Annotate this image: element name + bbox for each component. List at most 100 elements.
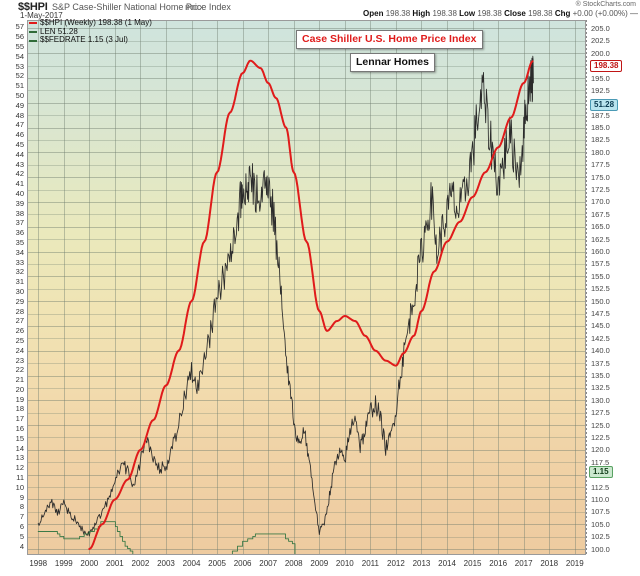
gridline-h	[28, 177, 585, 178]
vertical-gridlines	[28, 21, 585, 554]
x-axis-year-tick: 2001	[105, 559, 124, 568]
legend-entry[interactable]: $$FEDRATE 1.15 (3 Jul)	[29, 35, 152, 45]
gridline-h	[28, 437, 585, 438]
right-axis-tick: 127.5	[591, 408, 610, 418]
x-axis-year-tick: 2008	[284, 559, 303, 568]
date-axis: 1998 1999 2000 2001 2002 2003 2004 2005 2006 2007…	[27, 555, 586, 576]
gridline-h	[28, 450, 585, 451]
symbol-description: S&P Case-Shiller National Home Price Ind…	[52, 2, 231, 12]
chart-header: $$HPI S&P Case-Shiller National Home Pri…	[0, 0, 640, 20]
right-axis-tick: 177.5	[591, 160, 610, 170]
right-axis-tick: 112.5	[591, 482, 610, 492]
right-axis-tick: 135.0	[591, 371, 610, 380]
right-axis-tick: 182.5	[591, 135, 610, 145]
left-axis-tick: 21	[15, 375, 24, 385]
left-axis-tick: 28	[15, 306, 24, 316]
right-axis-tick: 102.5	[591, 532, 610, 542]
open-value: 198.38	[385, 9, 411, 18]
left-axis-tick: 20	[15, 384, 24, 394]
right-axis-tick: 165.0	[591, 222, 610, 232]
gridline-h	[28, 413, 585, 414]
gridline-h	[28, 227, 585, 228]
left-axis-tick: 30	[15, 286, 24, 296]
left-axis-tick: 18	[15, 404, 24, 414]
gridline-h	[28, 103, 585, 104]
close-value: 198.38	[528, 9, 553, 18]
price-flag-hpi: 198.38	[590, 60, 623, 72]
annotation-case-shiller[interactable]: Case Shiller U.S. Home Price Index	[296, 30, 483, 49]
series-legend: $$HPI (Weekly) 198.38 (1 May) LEN 51.28 $$…	[29, 18, 152, 45]
right-axis-tick: 200.0	[591, 48, 610, 58]
left-axis-tick: 17	[15, 414, 24, 424]
left-axis-tick: 36	[15, 228, 24, 238]
gridline-h	[28, 388, 585, 389]
gridline-v	[447, 21, 448, 554]
left-axis-tick: 4	[19, 541, 24, 551]
left-axis-tick: 48	[15, 110, 24, 120]
right-axis-tick: 170.0	[591, 197, 610, 207]
legend-entry[interactable]: $$HPI (Weekly) 198.38 (1 May)	[29, 18, 152, 28]
right-axis-tick: 192.5	[591, 85, 610, 95]
right-axis-tick: 187.5	[591, 110, 610, 120]
left-axis-tick: 29	[15, 296, 24, 306]
right-axis-tick: 180.0	[591, 147, 610, 157]
left-axis-tick: 39	[15, 198, 24, 208]
gridline-h	[28, 115, 585, 116]
left-price-axis: 57 56 55 54 53 52 51 50 49 48 47 46 45 44 43 42 41 40 39 38…	[0, 20, 27, 555]
left-axis-tick: 32	[15, 267, 24, 277]
gridline-h	[28, 326, 585, 327]
left-axis-tick: 26	[15, 326, 24, 336]
legend-color-swatch	[29, 22, 37, 25]
high-label: High	[412, 9, 431, 18]
gridline-v	[217, 21, 218, 554]
left-axis-tick: 19	[15, 394, 24, 404]
gridline-h	[28, 28, 585, 29]
symbol-ticker[interactable]: $$HPI	[18, 1, 48, 13]
gridline-h	[28, 66, 585, 67]
annotation-lennar-homes[interactable]: Lennar Homes	[350, 53, 435, 72]
gridline-h	[28, 264, 585, 265]
gridline-v	[524, 21, 525, 554]
gridline-h	[28, 425, 585, 426]
left-axis-tick: 42	[15, 169, 24, 179]
right-axis-tick: 117.5	[591, 457, 610, 467]
gridline-h	[28, 276, 585, 277]
gridline-h	[28, 363, 585, 364]
gridline-h	[28, 252, 585, 253]
right-axis-tick: 175.0	[591, 172, 610, 182]
gridline-h	[28, 400, 585, 401]
left-axis-tick: 54	[15, 51, 24, 61]
gridline-v	[140, 21, 141, 554]
right-axis-tick: 140.0	[591, 346, 610, 356]
x-axis-year-tick: 2012	[387, 559, 405, 568]
right-axis-tick: 105.0	[591, 519, 610, 529]
price-flag-len: 51.28	[590, 99, 619, 111]
gridline-h	[28, 475, 585, 476]
gridline-h	[28, 338, 585, 339]
close-label: Close	[504, 9, 526, 18]
left-axis-tick: 41	[15, 179, 24, 189]
right-axis-tick: 145.0	[591, 321, 610, 331]
high-value: 198.38	[432, 9, 457, 18]
gridline-v	[38, 21, 39, 554]
left-axis-tick: 43	[15, 159, 24, 169]
x-axis-year-tick: 2000	[80, 559, 99, 568]
gridline-v	[575, 21, 576, 554]
legend-entry[interactable]: LEN 51.28	[29, 27, 152, 37]
gridline-v	[166, 21, 167, 554]
left-axis-tick: 27	[15, 316, 24, 326]
x-axis-year-tick: 2006	[233, 559, 252, 568]
gridline-h	[28, 499, 585, 500]
left-axis-tick: 16	[15, 424, 24, 434]
left-axis-tick: 8	[19, 502, 24, 512]
left-axis-tick: 40	[15, 188, 24, 198]
gridline-h	[28, 487, 585, 488]
gridline-h	[28, 190, 585, 191]
gridline-h	[28, 524, 585, 525]
plot-area[interactable]	[27, 20, 586, 555]
left-axis-tick: 38	[15, 208, 24, 218]
left-axis-tick: 25	[15, 335, 24, 345]
left-axis-tick: 10	[15, 482, 24, 492]
stockcharts-watermark: ® StockCharts.com	[575, 1, 636, 8]
